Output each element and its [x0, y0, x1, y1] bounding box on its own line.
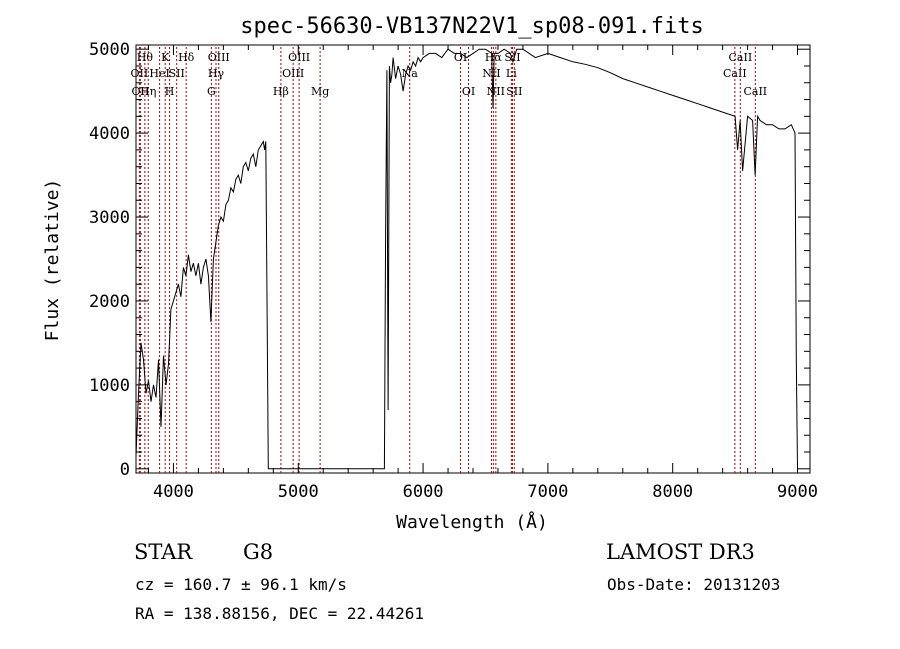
line-marker-label: Na	[402, 67, 419, 80]
line-marker-label: H	[165, 85, 175, 98]
line-marker-label: SII	[506, 85, 522, 98]
line-markers: OIIOIIHθHηHeIKHSIIHδGHγOIIIHβOIIIOIIIMgN…	[131, 47, 767, 473]
line-marker-label: OI	[462, 85, 475, 98]
y-tick-label: 0	[120, 460, 130, 480]
x-tick-label: 4000	[153, 482, 194, 502]
y-tick-label: 2000	[89, 292, 130, 312]
redshift-velocity: cz = 160.7 ± 96.1 km/s	[135, 575, 347, 594]
x-tick-label: 6000	[403, 482, 444, 502]
line-marker-label: HeI	[149, 67, 169, 80]
line-marker-label: CaII	[723, 67, 747, 80]
line-marker-label: SII	[169, 67, 185, 80]
x-tick-label: 9000	[777, 482, 818, 502]
coordinates: RA = 138.88156, DEC = 22.44261	[135, 604, 424, 623]
line-marker-label: Hη	[140, 85, 156, 98]
observation-date: Obs-Date: 20131203	[607, 575, 781, 594]
line-marker-label: CaII	[729, 51, 753, 64]
x-tick-label: 5000	[278, 482, 319, 502]
y-tick-label: 1000	[89, 376, 130, 396]
line-marker-label: OIII	[208, 51, 230, 64]
chart-title: spec-56630-VB137N22V1_sp08-091.fits	[240, 14, 704, 39]
line-marker-label: Mg	[311, 85, 329, 98]
line-marker-label: NII	[487, 85, 505, 98]
y-tick-label: 3000	[89, 208, 130, 228]
line-marker-label: OII	[131, 67, 149, 80]
line-marker-label: Hθ	[137, 51, 154, 64]
line-marker-label: Hδ	[178, 51, 195, 64]
line-marker-label: CaII	[743, 85, 767, 98]
spectrum-line	[135, 48, 798, 470]
object-subclass: G8	[243, 540, 274, 564]
line-marker-label: SII	[504, 51, 520, 64]
y-tick-label: 4000	[89, 124, 130, 144]
line-marker-label: Hβ	[273, 85, 289, 98]
axis-ticks: 4000 5000 6000 7000 8000 9000 0 1000 2000 3000 400…	[89, 40, 818, 502]
x-tick-label: 8000	[652, 482, 693, 502]
line-marker-label: K	[161, 51, 170, 64]
y-tick-label: 5000	[89, 40, 130, 60]
plot-frame	[135, 44, 811, 474]
object-class: STAR	[134, 540, 193, 564]
survey-name: LAMOST DR3	[606, 540, 755, 564]
line-marker-label: Li	[506, 67, 517, 80]
line-marker-label: G	[207, 85, 216, 98]
line-marker-label: OIII	[282, 67, 304, 80]
x-axis-label: Wavelength (Å)	[396, 511, 548, 533]
x-tick-label: 7000	[527, 482, 568, 502]
line-marker-label: OIII	[288, 51, 310, 64]
y-axis-label: Flux (relative)	[42, 179, 63, 342]
line-marker-label: NII	[482, 67, 500, 80]
line-marker-label: OI	[454, 51, 467, 64]
line-marker-label: Hγ	[208, 67, 225, 80]
